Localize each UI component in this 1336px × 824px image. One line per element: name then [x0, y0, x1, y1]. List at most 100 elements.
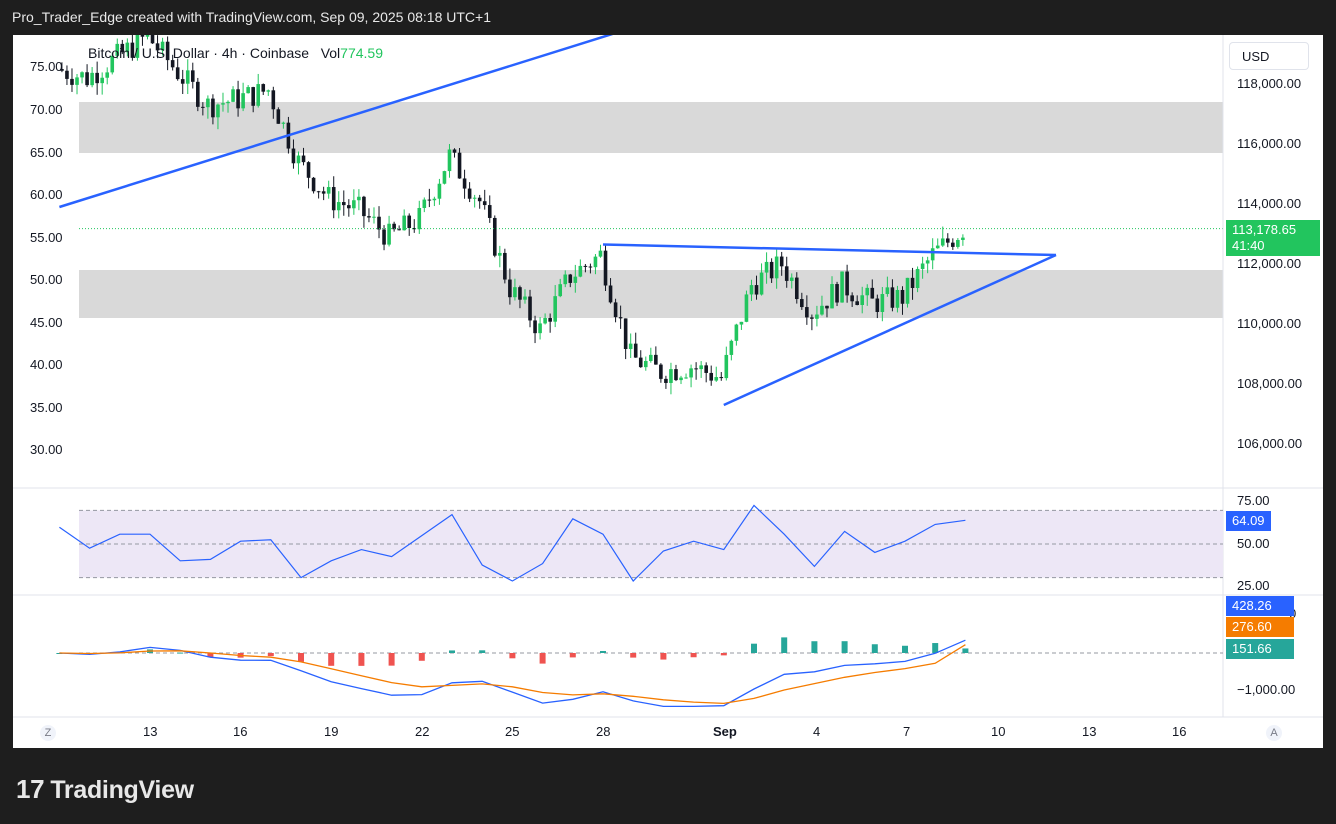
candle-body	[321, 191, 326, 194]
price-tick: 106,000.00	[1237, 436, 1303, 451]
legend-symbol: Bitcoin / U.S. Dollar	[88, 45, 210, 61]
macd-histogram-bar	[358, 653, 365, 666]
candle-body	[860, 295, 865, 305]
left-tick: 60.00	[30, 187, 63, 202]
candle-body	[643, 360, 648, 368]
candle-body	[714, 377, 719, 381]
candle-body	[850, 295, 854, 302]
candle-body	[593, 256, 598, 268]
legend-exchange: Coinbase	[249, 45, 310, 61]
macd-histogram-bar	[418, 653, 425, 661]
chart-panel[interactable]: Bitcoin / U.S. Dollar · 4h · Coinbase Vo…	[13, 35, 1323, 748]
macd-histogram-bar	[267, 653, 274, 657]
candle-body	[568, 274, 573, 283]
candle-body	[618, 317, 623, 319]
candle-body	[251, 87, 255, 106]
macd-histogram-bar	[509, 653, 516, 659]
candle-body	[347, 205, 351, 209]
candle-body	[442, 171, 447, 184]
candle-body	[170, 60, 175, 68]
current-price-tag: 113,178.65 41:40	[1226, 220, 1320, 256]
candle-body	[503, 252, 507, 280]
left-tick: 30.00	[30, 442, 63, 457]
candle-body	[216, 104, 220, 118]
candle-body	[794, 277, 799, 300]
candle-body	[271, 90, 276, 110]
currency-unit-button[interactable]: USD	[1229, 42, 1309, 70]
candle-body	[145, 35, 150, 37]
candle-body	[241, 93, 245, 109]
candle-body	[90, 72, 94, 86]
candle-body	[311, 177, 316, 192]
left-tick: 65.00	[30, 145, 63, 160]
candle-body	[236, 89, 240, 109]
macd-histogram-bar	[751, 643, 757, 653]
candle-body	[70, 78, 74, 85]
candle-body	[437, 183, 442, 199]
left-tick: 45.00	[30, 315, 63, 330]
candle-body	[810, 317, 814, 319]
candle-body	[669, 369, 673, 383]
support-resistance-zone	[79, 270, 1223, 318]
macd-histogram-bar	[388, 653, 395, 666]
hist-value-tag: 151.66	[1226, 639, 1294, 659]
candle-body	[815, 314, 819, 319]
candle-body	[628, 343, 633, 349]
candle-body	[185, 70, 190, 84]
time-tick: 22	[415, 724, 430, 739]
candle-body	[749, 285, 754, 295]
candle-body	[407, 215, 412, 228]
candle-body	[664, 378, 668, 383]
candle-body	[533, 320, 537, 334]
zoom-reset-button[interactable]: Z	[40, 725, 56, 741]
candle-body	[830, 284, 834, 309]
chart-header: Pro_Trader_Edge created with TradingView…	[12, 9, 492, 25]
candle-body	[266, 90, 271, 92]
candle-body	[221, 103, 225, 105]
macd-histogram-bar	[781, 637, 788, 653]
auto-scale-button[interactable]: A	[1266, 725, 1282, 741]
candle-body	[492, 217, 497, 256]
candle-body	[372, 216, 376, 218]
macd-histogram-bar	[539, 653, 546, 664]
symbol-legend[interactable]: Bitcoin / U.S. Dollar · 4h · Coinbase Vo…	[88, 45, 383, 61]
candle-body	[95, 72, 99, 84]
support-resistance-zone	[79, 102, 1223, 153]
candle-body	[105, 72, 110, 78]
candle-body	[387, 223, 391, 245]
candle-body	[880, 294, 885, 312]
candle-body	[125, 42, 130, 53]
candle-body	[543, 318, 547, 324]
candle-body	[190, 70, 195, 82]
macd-histogram-bar	[328, 653, 335, 666]
left-tick: 75.00	[30, 59, 63, 74]
rsi-value-tag: 64.09	[1226, 511, 1271, 531]
candle-body	[447, 149, 452, 172]
candle-body	[231, 89, 235, 102]
left-tick: 55.00	[30, 230, 63, 245]
left-tick: 35.00	[30, 400, 63, 415]
candle-body	[820, 305, 824, 315]
rsi-line	[59, 504, 966, 582]
candle-body	[734, 324, 739, 341]
trendline	[59, 35, 614, 209]
candle-body	[845, 271, 849, 296]
candle-body	[608, 285, 613, 303]
candle-body	[588, 266, 593, 268]
candle-body	[331, 187, 336, 211]
chart-canvas[interactable]	[13, 35, 1323, 748]
candle-body	[603, 250, 608, 286]
candle-body	[613, 302, 618, 318]
candle-body	[130, 42, 135, 58]
candle-body	[548, 318, 552, 322]
candle-body	[951, 242, 955, 247]
candle-body	[477, 197, 482, 202]
macd-histogram-bar	[962, 648, 969, 653]
candle-body	[704, 365, 708, 373]
macd-histogram-bar	[871, 644, 878, 653]
rsi-tick: 25.00	[1237, 578, 1270, 593]
candle-body	[659, 364, 663, 379]
candle-body	[367, 216, 371, 218]
candle-body	[392, 223, 396, 230]
candle-body	[467, 188, 472, 199]
